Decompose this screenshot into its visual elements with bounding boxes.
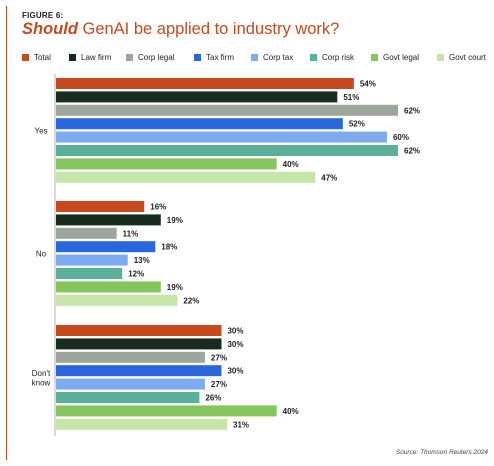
bar <box>56 325 222 336</box>
bar <box>56 214 161 226</box>
legend-swatch <box>22 53 29 61</box>
legend-item: Law firm <box>69 51 111 63</box>
bar <box>56 294 178 306</box>
bar <box>56 131 387 143</box>
bar-value-label: 12% <box>128 270 144 279</box>
bar <box>56 418 227 430</box>
bar <box>56 158 277 170</box>
category-label: No <box>36 250 47 259</box>
bar-value-label: 16% <box>150 203 166 212</box>
bar-value-label: 62% <box>404 147 420 156</box>
bar-value-label: 47% <box>321 173 337 182</box>
bar-value-label: 19% <box>167 283 183 292</box>
legend-swatch <box>310 53 317 61</box>
bar <box>56 104 398 116</box>
figure-label: FIGURE 6: <box>22 11 64 20</box>
legend-label: Govt court <box>449 52 486 62</box>
legend-item: Govt court <box>437 51 486 63</box>
legend-swatch <box>371 53 378 61</box>
bar <box>56 78 354 89</box>
chart-title: Should GenAI be applied to industry work… <box>22 20 339 39</box>
bar-value-label: 60% <box>393 133 409 142</box>
title-emphasis: Should <box>22 20 78 38</box>
source-note: Source: Thomson Reuters 2024 <box>395 449 488 456</box>
legend-label: Total <box>34 52 51 62</box>
legend-swatch <box>69 53 76 61</box>
bar-value-label: 62% <box>404 106 420 115</box>
legend-swatch <box>251 53 258 61</box>
bar <box>56 365 222 377</box>
bar-value-label: 52% <box>349 120 365 129</box>
legend-swatch <box>437 53 444 61</box>
category-label: Yes <box>34 127 47 136</box>
accent-rule <box>6 6 7 460</box>
legend-swatch <box>126 53 133 61</box>
legend-label: Corp legal <box>138 52 175 62</box>
legend-item: Corp legal <box>126 51 174 63</box>
legend-label: Govt legal <box>383 52 420 62</box>
legend-label: Law firm <box>81 52 112 62</box>
legend-item: Total <box>22 51 51 63</box>
bar <box>56 91 338 103</box>
bar-value-label: 27% <box>211 353 227 362</box>
bar-value-label: 40% <box>283 160 299 169</box>
bar <box>56 201 145 212</box>
bar <box>56 227 117 239</box>
bar-value-label: 30% <box>227 327 243 336</box>
bar <box>56 171 316 183</box>
bar <box>56 281 161 293</box>
bar <box>56 118 343 130</box>
bar <box>56 254 128 266</box>
bar-value-label: 26% <box>205 394 221 403</box>
bar-value-label: 11% <box>123 229 139 238</box>
bar-value-label: 30% <box>227 367 243 376</box>
legend-swatch <box>194 53 201 61</box>
legend-item: Tax firm <box>194 51 234 63</box>
bar <box>56 405 277 417</box>
legend-label: Corp risk <box>322 52 355 62</box>
bar-value-label: 51% <box>343 93 359 102</box>
bar <box>56 241 156 253</box>
bar <box>56 338 222 350</box>
bar-value-label: 27% <box>211 380 227 389</box>
legend-item: Corp risk <box>310 51 354 63</box>
bar <box>56 145 398 156</box>
bar-value-label: 13% <box>134 256 150 265</box>
bar-value-label: 54% <box>360 80 376 89</box>
bar <box>56 392 200 403</box>
title-rest: GenAI be applied to industry work? <box>77 20 340 38</box>
legend: Total Law firm Corp legal Tax firm Corp tax C… <box>22 51 492 63</box>
bar-value-label: 40% <box>283 407 299 416</box>
legend-item: Govt legal <box>371 51 419 63</box>
bar-value-label: 31% <box>233 420 249 429</box>
bar-value-label: 22% <box>183 296 199 305</box>
legend-item: Corp tax <box>251 51 293 63</box>
legend-label: Tax firm <box>206 52 234 62</box>
bar <box>56 351 205 363</box>
category-label: Don't know <box>32 369 51 388</box>
bar-value-label: 30% <box>227 340 243 349</box>
bar-value-label: 18% <box>161 243 177 252</box>
legend-label: Corp tax <box>263 52 294 62</box>
bar <box>56 378 205 390</box>
bar <box>56 268 123 279</box>
bar-value-label: 19% <box>167 216 183 225</box>
